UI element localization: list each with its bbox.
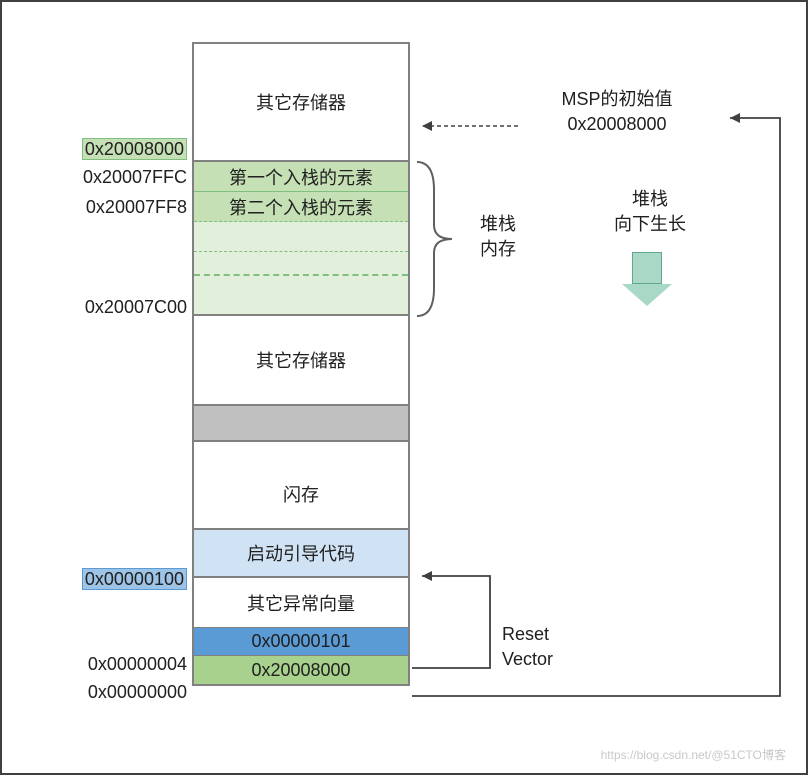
- stack-brace-icon: [412, 160, 462, 318]
- address-text: 0x00000100: [82, 568, 187, 590]
- address-text: 0x20007FFC: [83, 167, 187, 187]
- memory-row-vec0: 0x20008000: [194, 656, 408, 684]
- stack-grow-line1: 堆栈: [632, 189, 668, 209]
- memory-row-label: 第一个入栈的元素: [229, 164, 373, 190]
- msp-line1: MSP的初始值: [561, 89, 672, 109]
- diagram-frame: 其它存储器第一个入栈的元素第二个入栈的元素其它存储器闪存启动引导代码其它异常向量…: [0, 0, 808, 775]
- msp-label: MSP的初始值 0x20008000: [517, 87, 717, 137]
- address-label-a5: 0x00000004: [47, 654, 187, 675]
- address-label-a6: 0x00000000: [47, 682, 187, 703]
- address-text: 0x00000004: [88, 654, 187, 674]
- reset-vec-line1: Reset: [502, 624, 549, 644]
- memory-row-flash: 闪存: [194, 460, 408, 530]
- memory-row-excvec: 其它异常向量: [194, 578, 408, 628]
- reset-vector-arrow-icon: [410, 562, 500, 682]
- memory-row-label: 其它存储器: [256, 347, 346, 373]
- address-label-a2: 0x20007FF8: [47, 197, 187, 218]
- address-text: 0x20007C00: [85, 297, 187, 317]
- address-text: 0x20008000: [82, 138, 187, 160]
- address-label-a1: 0x20007FFC: [47, 167, 187, 188]
- stack-mem-line1: 堆栈: [480, 214, 516, 234]
- stack-mem-line2: 内存: [480, 239, 516, 259]
- reset-vector-label: Reset Vector: [502, 622, 553, 672]
- memory-row-label: 0x20008000: [251, 660, 350, 681]
- memory-row-other1: 其它存储器: [194, 44, 408, 162]
- msp-arrow-icon: [410, 116, 520, 136]
- memory-row-push1: 第一个入栈的元素: [194, 162, 408, 192]
- memory-row-label: 0x00000101: [251, 631, 350, 652]
- address-label-a3: 0x20007C00: [47, 297, 187, 318]
- address-label-a4: 0x00000100: [47, 569, 187, 590]
- stack-grow-line2: 向下生长: [614, 214, 686, 234]
- memory-row-grayblk: [194, 406, 408, 442]
- watermark-text: https://blog.csdn.net/@51CTO博客: [601, 746, 786, 763]
- memory-column: 其它存储器第一个入栈的元素第二个入栈的元素其它存储器闪存启动引导代码其它异常向量…: [192, 42, 410, 686]
- stack-grow-label: 堆栈 向下生长: [590, 187, 710, 237]
- memory-row-label: 第二个入栈的元素: [229, 194, 373, 220]
- memory-row-boot: 启动引导代码: [194, 530, 408, 578]
- memory-row-vec1: 0x00000101: [194, 628, 408, 656]
- memory-row-other2: 其它存储器: [194, 316, 408, 406]
- msp-line2: 0x20008000: [567, 114, 666, 134]
- address-text: 0x00000000: [88, 682, 187, 702]
- stack-mem-label: 堆栈 内存: [480, 212, 516, 262]
- memory-row-push2: 第二个入栈的元素: [194, 192, 408, 222]
- memory-row-label: 闪存: [283, 481, 319, 507]
- memory-row-stk5: [194, 276, 408, 316]
- address-label-a0: 0x20008000: [47, 139, 187, 160]
- address-text: 0x20007FF8: [86, 197, 187, 217]
- memory-row-label: 其它存储器: [256, 89, 346, 115]
- memory-row-label: 其它异常向量: [247, 590, 355, 616]
- memory-row-stk4: [194, 252, 408, 276]
- reset-vec-line2: Vector: [502, 649, 553, 669]
- memory-row-gap: [194, 442, 408, 460]
- memory-row-stk3: [194, 222, 408, 252]
- memory-row-label: 启动引导代码: [247, 540, 355, 566]
- stack-grow-arrow-icon: [622, 252, 672, 306]
